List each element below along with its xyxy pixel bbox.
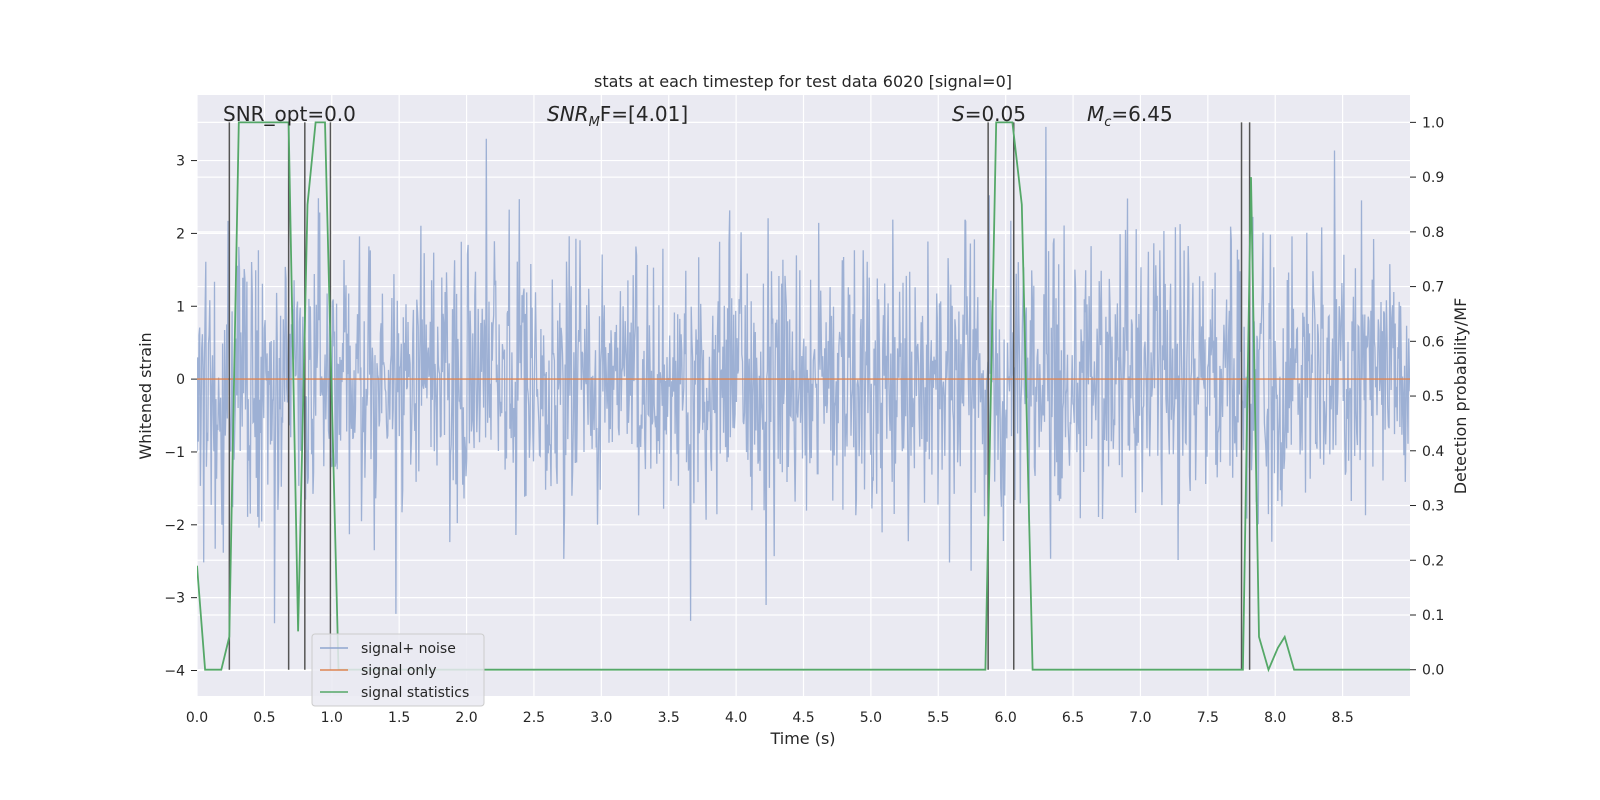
annotation-mc-main: M bbox=[1087, 102, 1104, 126]
y-left-tick-label: −4 bbox=[164, 664, 185, 680]
legend-label-signal-only: signal only bbox=[361, 663, 436, 679]
x-tick-label: 4.5 bbox=[792, 710, 814, 726]
x-tick-label: 5.0 bbox=[860, 710, 882, 726]
x-tick-label: 3.0 bbox=[590, 710, 612, 726]
x-tick-label: 3.5 bbox=[658, 710, 680, 726]
y-left-tick-label: −1 bbox=[164, 445, 185, 461]
legend-label-noise: signal+ noise bbox=[361, 641, 456, 657]
y-axis-right-ticks: 1.0 0.9 0.8 0.7 0.6 0.5 0.4 0.3 0.2 0.1 0.0 bbox=[1410, 115, 1444, 679]
y-right-tick-label: 1.0 bbox=[1422, 115, 1444, 131]
noise-line bbox=[197, 126, 1410, 624]
series-signal-statistics bbox=[197, 121, 1410, 673]
x-axis-label: Time (s) bbox=[769, 729, 835, 748]
y-right-tick-label: 0.8 bbox=[1422, 225, 1444, 241]
y-left-tick-label: 0 bbox=[176, 372, 185, 388]
annotation-snr-opt: SNR_opt=0.0 bbox=[223, 102, 356, 126]
y-right-tick-label: 0.0 bbox=[1422, 663, 1444, 679]
annotation-snr-mf-sub: M bbox=[589, 115, 600, 130]
annotation-snr-mf: SNRMF=[4.01] bbox=[547, 102, 688, 130]
annotation-mc-rest: =6.45 bbox=[1111, 102, 1172, 126]
annotation-snr-mf-main: SNR bbox=[547, 102, 589, 126]
y-left-tick-label: 1 bbox=[176, 299, 185, 315]
annotation-s-main: S bbox=[952, 102, 965, 126]
y-left-tick-label: −3 bbox=[164, 591, 185, 607]
y-right-tick-label: 0.6 bbox=[1422, 334, 1444, 350]
annotation-mc: Mc=6.45 bbox=[1087, 102, 1173, 130]
chart-title: stats at each timestep for test data 602… bbox=[594, 72, 1012, 91]
x-tick-label: 8.5 bbox=[1331, 710, 1353, 726]
y-right-tick-label: 0.7 bbox=[1422, 280, 1444, 296]
y-right-tick-label: 0.9 bbox=[1422, 170, 1444, 186]
annotation-snr-mf-rest: F=[4.01] bbox=[600, 102, 688, 126]
y-right-tick-label: 0.5 bbox=[1422, 389, 1444, 405]
legend-box bbox=[311, 633, 485, 707]
annotation-s-rest: =0.05 bbox=[965, 102, 1026, 126]
x-tick-label: 1.5 bbox=[388, 710, 410, 726]
x-tick-label: 8.0 bbox=[1264, 710, 1286, 726]
x-tick-label: 6.5 bbox=[1062, 710, 1084, 726]
x-tick-label: 4.0 bbox=[725, 710, 747, 726]
x-axis-ticks: 0.0 0.5 1.0 1.5 2.0 2.5 3.0 3.5 4.0 4.5 5.0 5.5 6.0 6… bbox=[186, 710, 1354, 726]
legend-label-statistics: signal statistics bbox=[361, 685, 469, 701]
x-tick-label: 5.5 bbox=[927, 710, 949, 726]
annotation-mc-sub: c bbox=[1104, 115, 1111, 130]
y-right-tick-label: 0.1 bbox=[1422, 608, 1444, 624]
y-left-tick-label: 2 bbox=[176, 226, 185, 242]
y-right-tick-label: 0.3 bbox=[1422, 499, 1444, 515]
x-tick-label: 0.0 bbox=[186, 710, 208, 726]
x-tick-label: 0.5 bbox=[253, 710, 275, 726]
x-tick-label: 2.5 bbox=[523, 710, 545, 726]
y-right-tick-label: 0.2 bbox=[1422, 553, 1444, 569]
annotation-s: S=0.05 bbox=[952, 102, 1026, 126]
x-tick-label: 1.0 bbox=[321, 710, 343, 726]
detection-markers bbox=[228, 122, 1251, 670]
y-right-tick-label: 0.4 bbox=[1422, 444, 1444, 460]
y-left-tick-label: −2 bbox=[164, 518, 185, 534]
y-axis-left-label: Whitened strain bbox=[136, 332, 155, 459]
x-tick-label: 7.5 bbox=[1197, 710, 1219, 726]
series-signal-noise bbox=[197, 126, 1410, 624]
y-left-tick-label: 3 bbox=[176, 154, 185, 170]
x-tick-label: 6.0 bbox=[995, 710, 1017, 726]
statistics-line bbox=[197, 121, 1410, 673]
y-axis-left-ticks: 3 2 1 0 −1 −2 −3 −4 bbox=[164, 154, 197, 680]
y-axis-right-label: Detection probability/MF bbox=[1451, 298, 1470, 495]
x-tick-label: 2.0 bbox=[455, 710, 477, 726]
legend: signal+ noise signal only signal statist… bbox=[311, 633, 485, 707]
x-tick-label: 7.0 bbox=[1129, 710, 1151, 726]
